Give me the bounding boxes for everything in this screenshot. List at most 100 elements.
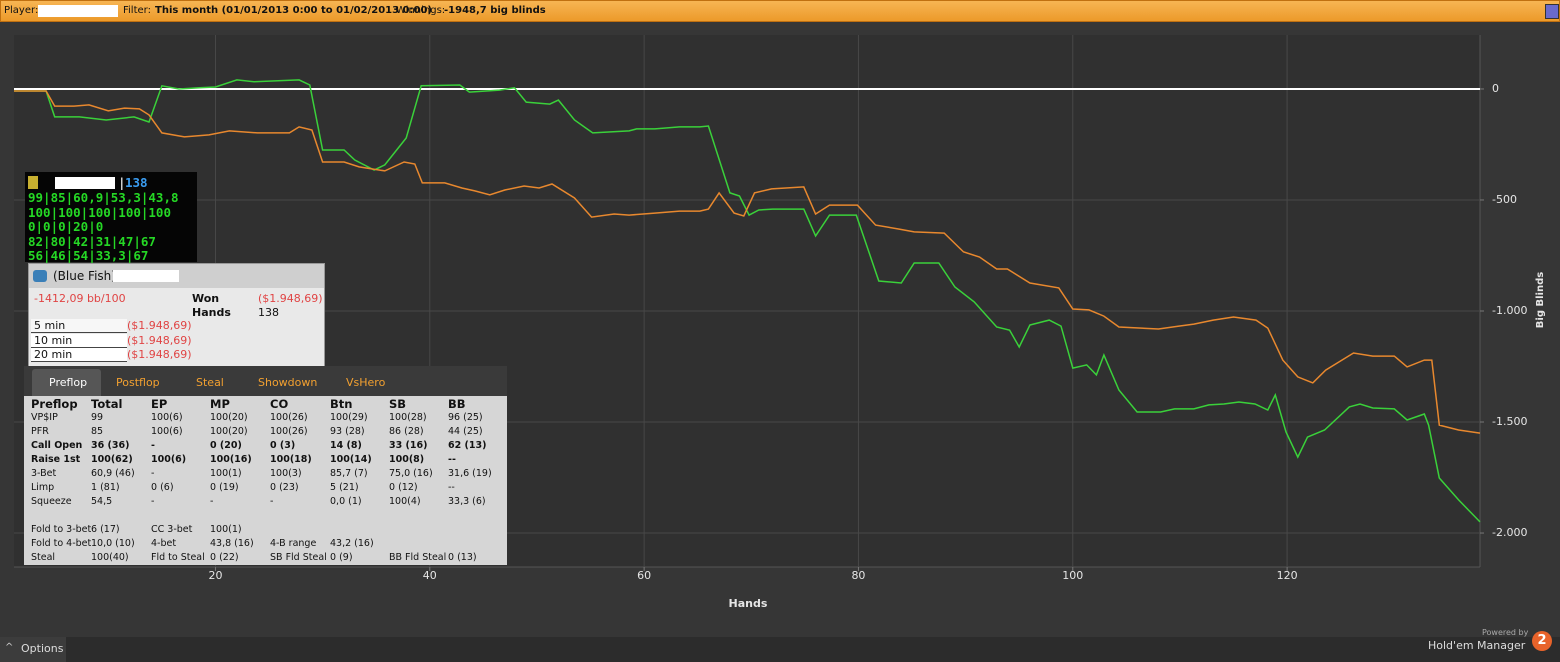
stat-cell: Call Open [31, 440, 83, 451]
stat-cell: Raise 1st [31, 454, 81, 465]
brand-logo: 2 [1532, 631, 1552, 651]
stat-cell: Squeeze [31, 496, 72, 507]
stat-cell: 100(40) [91, 552, 129, 563]
table-body [24, 396, 507, 565]
tab[interactable]: VsHero [346, 376, 386, 389]
stat-cell: 0 (3) [270, 440, 296, 451]
player-popup: (Blue Fish) -1412,09 bb/100 Won ($1.948,… [28, 263, 325, 367]
hud-icon [28, 176, 38, 189]
stat-cell: 36 (36) [91, 440, 130, 451]
column-header: MP [210, 397, 230, 411]
stat-cell: 0,0 (1) [330, 496, 362, 507]
y-tick-label: -500 [1492, 193, 1517, 206]
brand-name: Hold'em Manager [1428, 639, 1526, 652]
stat-cell: 0 (12) [389, 482, 418, 493]
hud-row: 82|80|42|31|47|67 [28, 233, 156, 249]
stat-cell: BB Fld Steal [389, 552, 447, 563]
stat-cell: 14 (8) [330, 440, 362, 451]
y-tick-label: -1.000 [1492, 304, 1527, 317]
stat-cell: Fold to 4-bet [31, 538, 92, 549]
x-tick-label: 100 [1062, 569, 1083, 582]
tab[interactable]: Postflop [116, 376, 160, 389]
tab-bar: Preflop Postflop Steal Showdown VsHero [24, 366, 507, 396]
column-header: Preflop [31, 397, 78, 411]
stat-cell: 31,6 (19) [448, 468, 492, 479]
period-label-cell: 10 min [31, 333, 127, 348]
player-label: Player: [4, 5, 39, 16]
stat-cell: 4-B range [270, 538, 317, 549]
active-tab[interactable] [32, 369, 101, 396]
hands-label: Hands [192, 306, 231, 319]
stat-cell: 100(28) [389, 412, 427, 423]
window-icon[interactable] [1545, 4, 1559, 19]
winnings-label: Winnings: [396, 5, 446, 16]
x-tick-label: 20 [208, 569, 222, 582]
hud-row: 0|0|0|20|0 [28, 219, 104, 234]
stat-cell: 96 (25) [448, 412, 483, 423]
y-tick-label: -1.500 [1492, 415, 1527, 428]
stat-cell: 100(6) [151, 454, 187, 465]
tab[interactable]: Showdown [258, 376, 318, 389]
stat-cell: Limp [31, 482, 55, 493]
stat-cell: 86 (28) [389, 426, 424, 437]
stat-cell: 100(26) [270, 426, 308, 437]
stat-cell: 85,7 (7) [330, 468, 368, 479]
stat-cell: 0 (6) [151, 482, 174, 493]
hands-value: 138 [258, 306, 279, 319]
hud-row: 99|85|60,9|53,3|43,8 [28, 190, 179, 205]
winrate: -1412,09 bb/100 [34, 292, 126, 305]
stat-cell: PFR [31, 426, 49, 437]
won-value: ($1.948,69) [258, 292, 323, 305]
stat-cell: - [151, 440, 155, 451]
stat-cell: 100(62) [91, 454, 133, 465]
stat-cell: 0 (19) [210, 482, 239, 493]
stat-cell: 100(4) [389, 496, 421, 507]
tab[interactable]: Steal [196, 376, 224, 389]
stat-cell: 62 (13) [448, 440, 487, 451]
options-button[interactable]: ^ Options [0, 637, 66, 662]
x-tick-label: 80 [851, 569, 865, 582]
filter-label: Filter: [123, 5, 151, 16]
period-value: ($1.948,69) [127, 319, 192, 332]
stat-cell: 10,0 (10) [91, 538, 135, 549]
status-bar: ^ Options Powered by Hold'em Manager 2 [0, 628, 1560, 662]
stat-cell: 33 (16) [389, 440, 428, 451]
stat-cell: 93 (28) [330, 426, 365, 437]
stat-cell: 0 (22) [210, 552, 239, 563]
stat-cell: -- [448, 482, 455, 493]
stat-cell: - [210, 496, 214, 507]
y-tick-label: 0 [1492, 82, 1499, 95]
stat-cell: - [151, 468, 155, 479]
stat-cell: Steal [31, 552, 56, 563]
stat-cell: 54,5 [91, 496, 113, 507]
tab[interactable]: Preflop [49, 376, 88, 389]
column-header: SB [389, 397, 407, 411]
stat-cell: 6 (17) [91, 524, 120, 535]
column-header: EP [151, 397, 168, 411]
options-label[interactable]: Options [21, 642, 64, 655]
stat-cell: 3-Bet [31, 468, 57, 479]
stat-cell: 99 [91, 412, 104, 423]
stat-cell: -- [448, 454, 456, 465]
series-line [14, 79, 1481, 523]
stat-cell: 100(18) [270, 454, 312, 465]
stat-cell: 43,2 (16) [330, 538, 374, 549]
redacted-name [113, 270, 179, 282]
stat-cell: 44 (25) [448, 426, 483, 437]
stat-cell: SB Fld Steal [270, 552, 327, 563]
winnings-value: -1948,7 big blinds [444, 5, 546, 16]
x-axis-label: Hands [729, 597, 768, 610]
stat-cell: CC 3-bet [151, 524, 193, 535]
powered-by: Powered by [1482, 628, 1529, 637]
x-tick-label: 40 [423, 569, 437, 582]
stat-cell: 75,0 (16) [389, 468, 433, 479]
x-tick-label: 120 [1277, 569, 1298, 582]
stat-cell: 33,3 (6) [448, 496, 486, 507]
stat-cell: 100(6) [151, 412, 183, 423]
stat-cell: 100(16) [210, 454, 252, 465]
filter-bar: Player: Filter: This month (01/01/2013 0… [0, 0, 1560, 22]
stat-cell: Fold to 3-bet [31, 524, 92, 535]
stat-cell: VP$IP [31, 412, 58, 423]
filter-value: This month (01/01/2013 0:00 to 01/02/201… [155, 5, 432, 16]
